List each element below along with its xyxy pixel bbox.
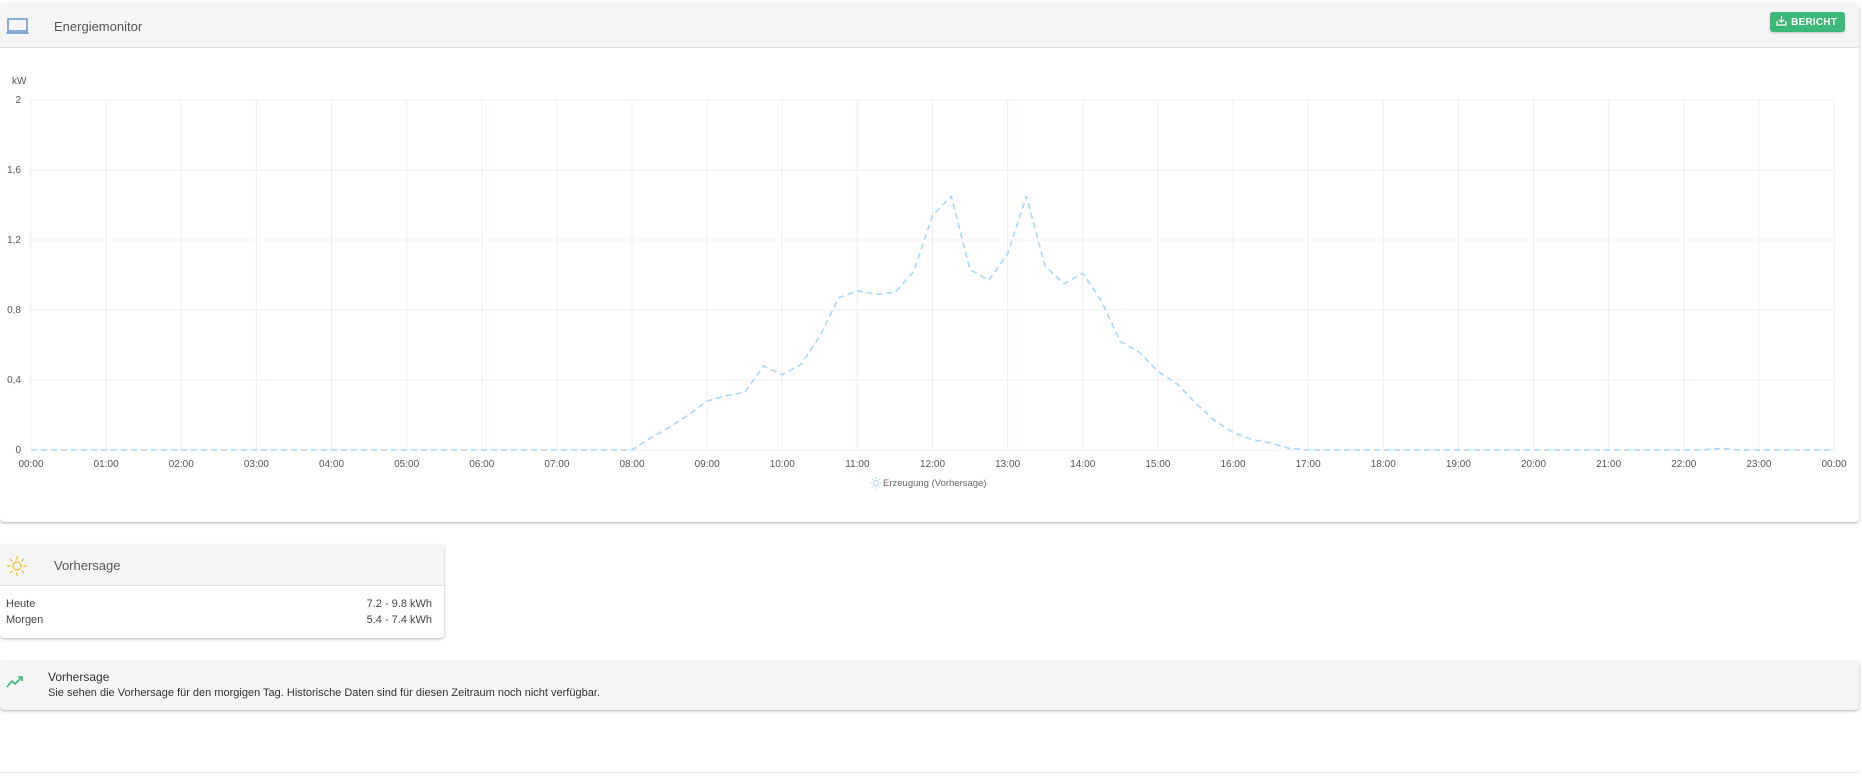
chart-grid xyxy=(30,99,1835,451)
production-chart: kW 0 0,4 0,8 1,2 1,6 2 00:00 01:00 02:00 03:00 04… xyxy=(7,76,1847,489)
legend-sun-core xyxy=(873,480,879,486)
series-line xyxy=(31,195,1834,451)
x-tick-label: 10:00 xyxy=(770,459,795,470)
page-title: Energiemonitor xyxy=(54,19,143,34)
x-tick-label: 20:00 xyxy=(1521,459,1546,470)
divider xyxy=(0,772,1859,773)
x-axis-ticks: 00:00 01:00 02:00 03:00 04:00 05:00 06:00 07:00… xyxy=(18,459,1846,470)
chart-series xyxy=(31,195,1834,451)
report-button[interactable]: BERICHT xyxy=(1770,12,1845,32)
x-tick-label: 02:00 xyxy=(169,459,194,470)
legend-sun-ray xyxy=(878,478,881,481)
y-axis-ticks: 0 0,4 0,8 1,2 1,6 2 xyxy=(7,95,21,456)
x-tick-label: 06:00 xyxy=(469,459,494,470)
forecast-card: Vorhersage Heute 7.2 - 9.8 kWh Morgen 5.… xyxy=(0,545,444,638)
forecast-row-label: Heute xyxy=(6,598,36,610)
info-text: Sie sehen die Vorhersage für den morgige… xyxy=(48,687,600,699)
x-tick-label: 11:00 xyxy=(845,459,870,470)
x-tick-label: 00:00 xyxy=(18,459,43,470)
y-tick-label: 1,6 xyxy=(7,165,21,176)
forecast-info-banner: Vorhersage Sie sehen die Vorhersage für … xyxy=(0,661,1859,710)
x-tick-label: 16:00 xyxy=(1220,459,1245,470)
x-tick-label: 12:00 xyxy=(920,459,945,470)
legend-label: Erzeugung (Vorhersage) xyxy=(883,478,987,489)
x-tick-label: 05:00 xyxy=(394,459,419,470)
energy-monitor-card: Energiemonitor BERICHT kW 0 0,4 0,8 1,2 1,6 2… xyxy=(0,4,1859,522)
legend-sun-ray xyxy=(878,485,881,488)
x-tick-label: 13:00 xyxy=(995,459,1020,470)
legend-sun-ray xyxy=(871,485,874,488)
report-button-label: BERICHT xyxy=(1791,16,1837,28)
y-axis-label: kW xyxy=(12,76,27,87)
x-tick-label: 18:00 xyxy=(1371,459,1396,470)
legend-sun-ray xyxy=(871,478,874,481)
x-tick-label: 19:00 xyxy=(1446,459,1471,470)
x-tick-label: 01:00 xyxy=(94,459,119,470)
laptop-icon xyxy=(6,17,30,40)
sun-icon xyxy=(6,555,28,582)
x-tick-label: 22:00 xyxy=(1671,459,1696,470)
x-tick-label: 15:00 xyxy=(1145,459,1170,470)
forecast-row-label: Morgen xyxy=(6,614,44,626)
chart-legend[interactable]: Erzeugung (Vorhersage) xyxy=(870,477,987,489)
info-title: Vorhersage xyxy=(48,670,110,684)
forecast-row-tomorrow: Morgen 5.4 - 7.4 kWh xyxy=(6,614,432,626)
forecast-row-value: 5.4 - 7.4 kWh xyxy=(366,614,432,626)
x-tick-label: 03:00 xyxy=(244,459,269,470)
x-tick-label: 14:00 xyxy=(1070,459,1095,470)
x-tick-label: 09:00 xyxy=(695,459,720,470)
forecast-title: Vorhersage xyxy=(54,558,121,573)
x-tick-label: 07:00 xyxy=(544,459,569,470)
x-tick-label: 08:00 xyxy=(619,459,644,470)
x-tick-label: 21:00 xyxy=(1596,459,1621,470)
forecast-row-value: 7.2 - 9.8 kWh xyxy=(366,598,432,610)
y-tick-label: 0,8 xyxy=(7,305,21,316)
x-tick-label: 23:00 xyxy=(1746,459,1771,470)
x-tick-label: 00:00 xyxy=(1821,459,1846,470)
y-tick-label: 0,4 xyxy=(7,375,21,386)
sun-small-icon xyxy=(870,477,882,489)
y-tick-label: 2 xyxy=(15,95,21,106)
forecast-row-today: Heute 7.2 - 9.8 kWh xyxy=(6,598,432,610)
download-icon xyxy=(1776,15,1787,29)
energy-monitor-header: Energiemonitor BERICHT xyxy=(0,4,1859,48)
y-tick-label: 1,2 xyxy=(7,235,21,246)
trend-icon xyxy=(6,675,24,694)
y-tick-label: 0 xyxy=(15,445,21,456)
forecast-header: Vorhersage xyxy=(0,545,444,586)
x-tick-label: 17:00 xyxy=(1296,459,1321,470)
x-tick-label: 04:00 xyxy=(319,459,344,470)
